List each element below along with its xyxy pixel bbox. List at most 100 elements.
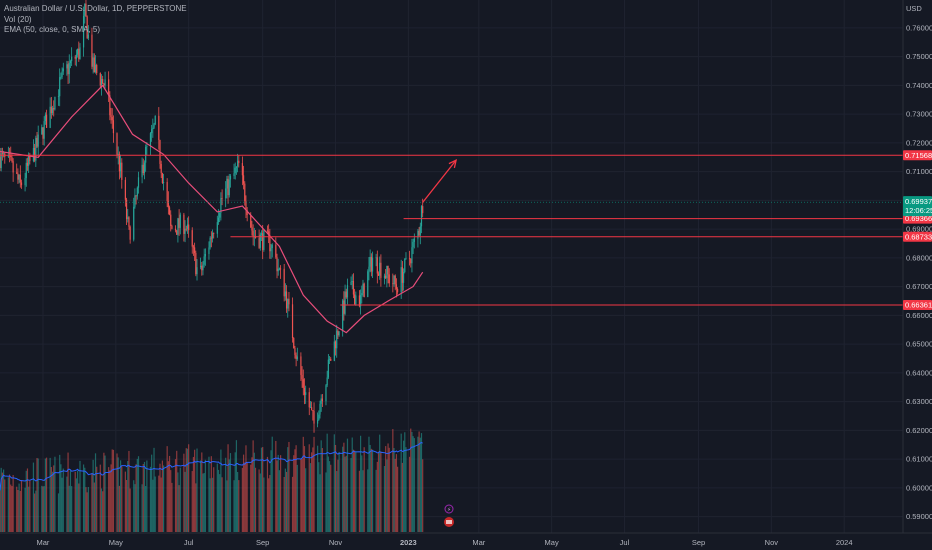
candle-body [284, 291, 286, 297]
candle-body [59, 77, 61, 97]
volume-bar [258, 469, 260, 532]
candle-body [134, 195, 136, 207]
candle-body [266, 230, 269, 232]
event-icons[interactable]: ⚡ [444, 504, 454, 527]
candle-body [142, 164, 144, 174]
candle-body [0, 153, 2, 169]
candle-body [326, 377, 328, 386]
y-tick-label: 0.73000 [906, 110, 932, 119]
volume-bar [336, 471, 338, 532]
arrow-shaft[interactable] [422, 159, 457, 203]
volume-bar [355, 451, 357, 532]
volume-bar [20, 480, 23, 532]
candle-body [342, 300, 344, 332]
volume-bar [229, 453, 232, 532]
lightning-event-icon[interactable] [444, 504, 454, 514]
candle-body [166, 182, 168, 201]
volume-bar [235, 440, 238, 532]
candle-body [211, 232, 214, 239]
candle-body [116, 133, 118, 155]
volume-indicator-label[interactable]: Vol (20) [4, 14, 32, 24]
candle-body [128, 217, 130, 227]
candle-body [12, 161, 14, 173]
candle-body [358, 295, 361, 307]
volume-bars [0, 428, 424, 532]
candle-body [160, 163, 162, 174]
volume-bar [160, 477, 162, 532]
volume-bar [54, 456, 56, 532]
time-axis[interactable]: Mar May Jul Sep Nov 2023 Mar May Jul Sep Nov 2024 [37, 538, 853, 547]
volume-bar [302, 436, 304, 532]
volume-bar [208, 456, 210, 532]
candle-body [124, 179, 126, 200]
candle-body [401, 267, 403, 283]
candle-body [176, 230, 178, 235]
y-tick-label: 0.59000 [906, 512, 932, 521]
ema-indicator-label[interactable]: EMA (50, close, 0, SMA, 5) [4, 25, 101, 34]
volume-bar [383, 465, 386, 532]
candle-body [317, 420, 319, 424]
ema-line [0, 84, 424, 334]
volume-bar [410, 428, 412, 532]
volume-bar [117, 457, 119, 532]
y-tick-label: 0.72000 [906, 138, 932, 147]
candle-body [283, 268, 285, 297]
candle-body [216, 222, 218, 234]
volume-bar [333, 434, 335, 532]
volume-bar [134, 484, 136, 532]
volume-bar [184, 471, 186, 532]
candle-body [305, 392, 307, 395]
volume-bar [67, 452, 69, 532]
candle-body [303, 387, 306, 395]
volume-bar [350, 458, 352, 532]
volume-bar [136, 458, 138, 532]
candle-body [371, 257, 374, 272]
volume-bar [170, 470, 172, 532]
volume-bar [32, 462, 35, 532]
candle-body [192, 246, 195, 248]
volume-bar [346, 438, 349, 532]
candle-body [294, 348, 296, 355]
candle-body [276, 257, 278, 272]
symbol-title[interactable]: Australian Dollar / U.S. Dollar, 1D, PEP… [4, 4, 187, 13]
volume-bar [178, 485, 180, 532]
volume-bar [211, 477, 214, 532]
volume-bar [60, 464, 62, 532]
x-tick-label: Sep [692, 538, 705, 547]
candle-body [191, 230, 193, 247]
volume-bar [319, 474, 321, 532]
volume-bar [303, 446, 306, 532]
candle-body [259, 234, 261, 248]
horizontal-levels[interactable] [0, 154, 903, 306]
volume-bar [225, 457, 227, 532]
candle-body [209, 237, 211, 248]
volume-bar [213, 467, 215, 532]
volume-bar [143, 461, 146, 532]
volume-bar [371, 449, 374, 532]
volume-bar [129, 488, 131, 532]
candle-body [311, 407, 313, 411]
projection-arrow[interactable] [422, 158, 458, 203]
arrow-head[interactable] [448, 158, 458, 169]
volume-bar [397, 466, 399, 532]
volume-bar [326, 433, 328, 532]
candle-body [178, 218, 180, 228]
candle-body [45, 114, 48, 128]
volume-bar [62, 468, 64, 532]
candle-body [362, 283, 364, 294]
candle-body [135, 195, 137, 197]
y-tick-label: 0.69000 [906, 225, 932, 234]
candle-body [394, 275, 396, 285]
candle-body [36, 137, 38, 147]
candle-body [44, 114, 46, 122]
volume-bar [93, 482, 95, 532]
volume-bar [362, 470, 364, 532]
candle-body [82, 15, 85, 48]
volume-bar [24, 487, 26, 532]
candle-body [49, 106, 51, 128]
volume-bar [419, 437, 421, 532]
volume-bar [124, 471, 126, 532]
candle-body [210, 237, 212, 239]
volume-bar [195, 483, 197, 532]
